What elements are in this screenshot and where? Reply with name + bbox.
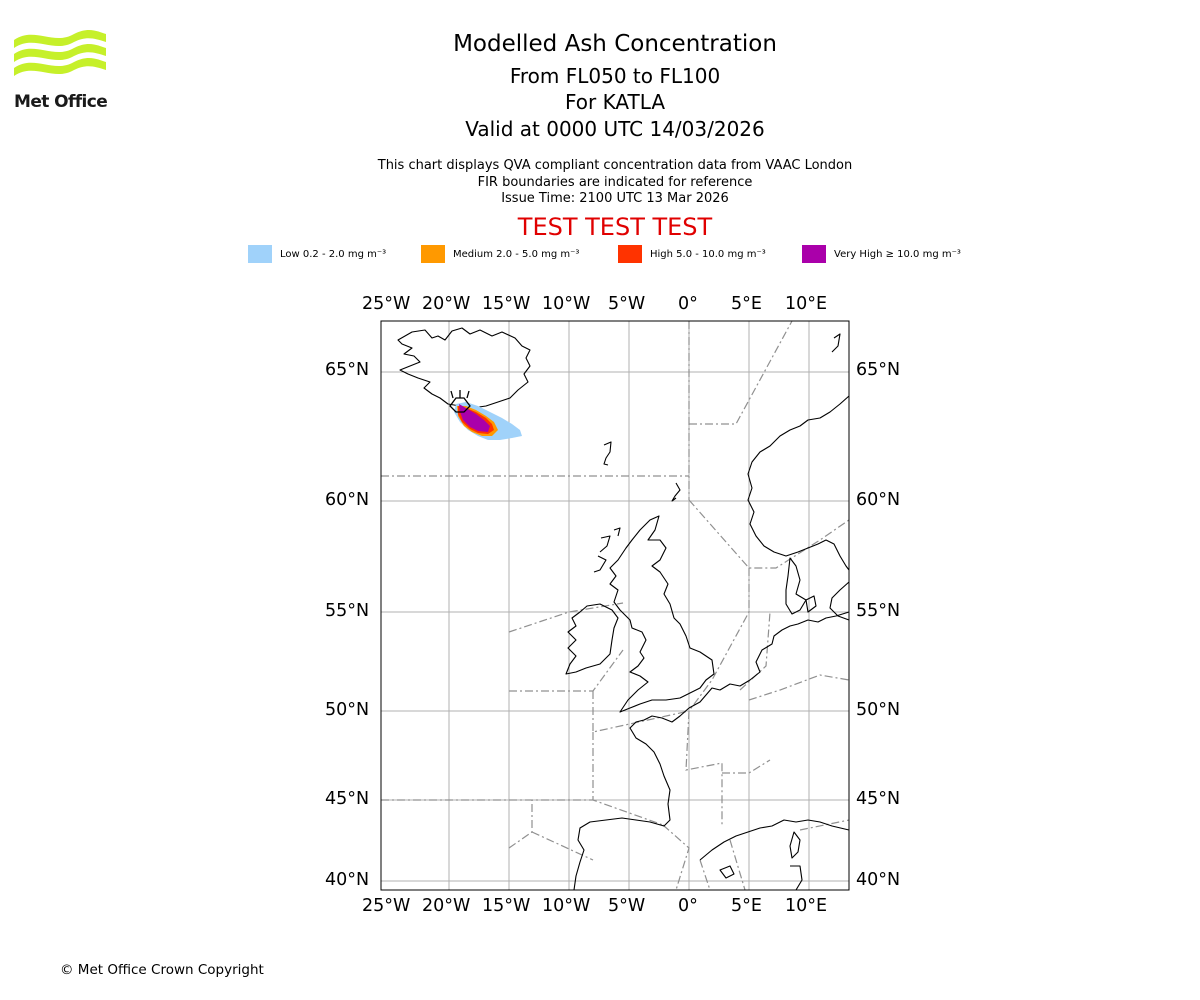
lat-tick-left-65n: 65°N	[325, 360, 370, 380]
lon-tick-top-10w: 10°W	[542, 294, 591, 314]
legend-swatch-medium	[421, 245, 445, 263]
lon-tick-bottom-5w: 5°W	[608, 896, 646, 916]
lon-tick-top-0: 0°	[678, 294, 698, 314]
lon-tick-bottom-0: 0°	[678, 896, 698, 916]
legend-item-high: High 5.0 - 10.0 mg m⁻³	[618, 244, 766, 264]
lon-tick-top-5w: 5°W	[608, 294, 646, 314]
fir-boundaries	[381, 320, 850, 891]
copyright-notice: © Met Office Crown Copyright	[60, 962, 264, 978]
legend-item-medium: Medium 2.0 - 5.0 mg m⁻³	[421, 244, 579, 264]
info-line-fir: FIR boundaries are indicated for referen…	[477, 174, 753, 190]
legend-swatch-very-high	[802, 245, 826, 263]
lon-tick-bottom-15w: 15°W	[482, 896, 531, 916]
lon-tick-bottom-20w: 20°W	[422, 896, 471, 916]
map-frame	[380, 320, 850, 891]
chart-title: Modelled Ash Concentration	[453, 31, 777, 57]
ireland-coast	[565, 603, 619, 675]
lon-tick-top-10e: 10°E	[785, 294, 828, 314]
logo-text: Met Office	[14, 92, 108, 112]
lon-tick-top-15w: 15°W	[482, 294, 531, 314]
continent-coast	[688, 611, 850, 709]
info-line-issue-time: Issue Time: 2100 UTC 13 Mar 2026	[501, 191, 729, 206]
ash-plume	[454, 402, 522, 440]
lat-tick-left-50n: 50°N	[325, 700, 370, 720]
lon-tick-top-25w: 25°W	[362, 294, 411, 314]
valid-time: Valid at 0000 UTC 14/03/2026	[465, 117, 765, 141]
lon-tick-bottom-25w: 25°W	[362, 896, 411, 916]
legend-label-low: Low 0.2 - 2.0 mg m⁻³	[280, 248, 387, 260]
legend-label-high: High 5.0 - 10.0 mg m⁻³	[650, 248, 766, 260]
met-office-logo-icon	[14, 29, 106, 76]
iceland-coast	[397, 327, 531, 409]
volcano-marker-icon	[449, 390, 471, 413]
coastlines	[397, 327, 850, 891]
legend-item-low: Low 0.2 - 2.0 mg m⁻³	[248, 244, 386, 264]
legend-swatch-low	[248, 245, 272, 263]
graticule	[381, 321, 849, 890]
lat-tick-right-65n: 65°N	[856, 360, 901, 380]
great-britain-coast	[609, 515, 715, 713]
lat-tick-left-45n: 45°N	[325, 789, 370, 809]
lon-tick-top-20w: 20°W	[422, 294, 471, 314]
flight-level-range: From FL050 to FL100	[509, 64, 721, 88]
lat-tick-left-60n: 60°N	[325, 490, 370, 510]
lat-tick-left-40n: 40°N	[325, 870, 370, 890]
lat-tick-right-50n: 50°N	[856, 700, 901, 720]
test-banner: TEST TEST TEST	[517, 213, 713, 241]
lat-tick-left-55n: 55°N	[325, 601, 370, 621]
norway-coast	[747, 395, 850, 571]
lon-tick-bottom-5e: 5°E	[731, 896, 762, 916]
lat-tick-right-60n: 60°N	[856, 490, 901, 510]
faroe-coast	[603, 441, 612, 466]
lat-tick-right-40n: 40°N	[856, 870, 901, 890]
legend-label-very-high: Very High ≥ 10.0 mg m⁻³	[834, 248, 961, 260]
lat-tick-right-45n: 45°N	[856, 789, 901, 809]
ash-very-high	[459, 404, 490, 432]
lon-tick-top-5e: 5°E	[731, 294, 762, 314]
legend-item-very-high: Very High ≥ 10.0 mg m⁻³	[802, 244, 961, 264]
lat-tick-right-55n: 55°N	[856, 601, 901, 621]
volcano-name: For KATLA	[565, 90, 665, 114]
legend-swatch-high	[618, 245, 642, 263]
lon-tick-bottom-10w: 10°W	[542, 896, 591, 916]
legend-label-medium: Medium 2.0 - 5.0 mg m⁻³	[453, 248, 580, 260]
lon-tick-bottom-10e: 10°E	[785, 896, 828, 916]
shetland-coast	[671, 482, 681, 502]
info-block: This chart displays QVA compliant concen…	[0, 158, 1200, 208]
info-line-qva: This chart displays QVA compliant concen…	[377, 158, 853, 173]
